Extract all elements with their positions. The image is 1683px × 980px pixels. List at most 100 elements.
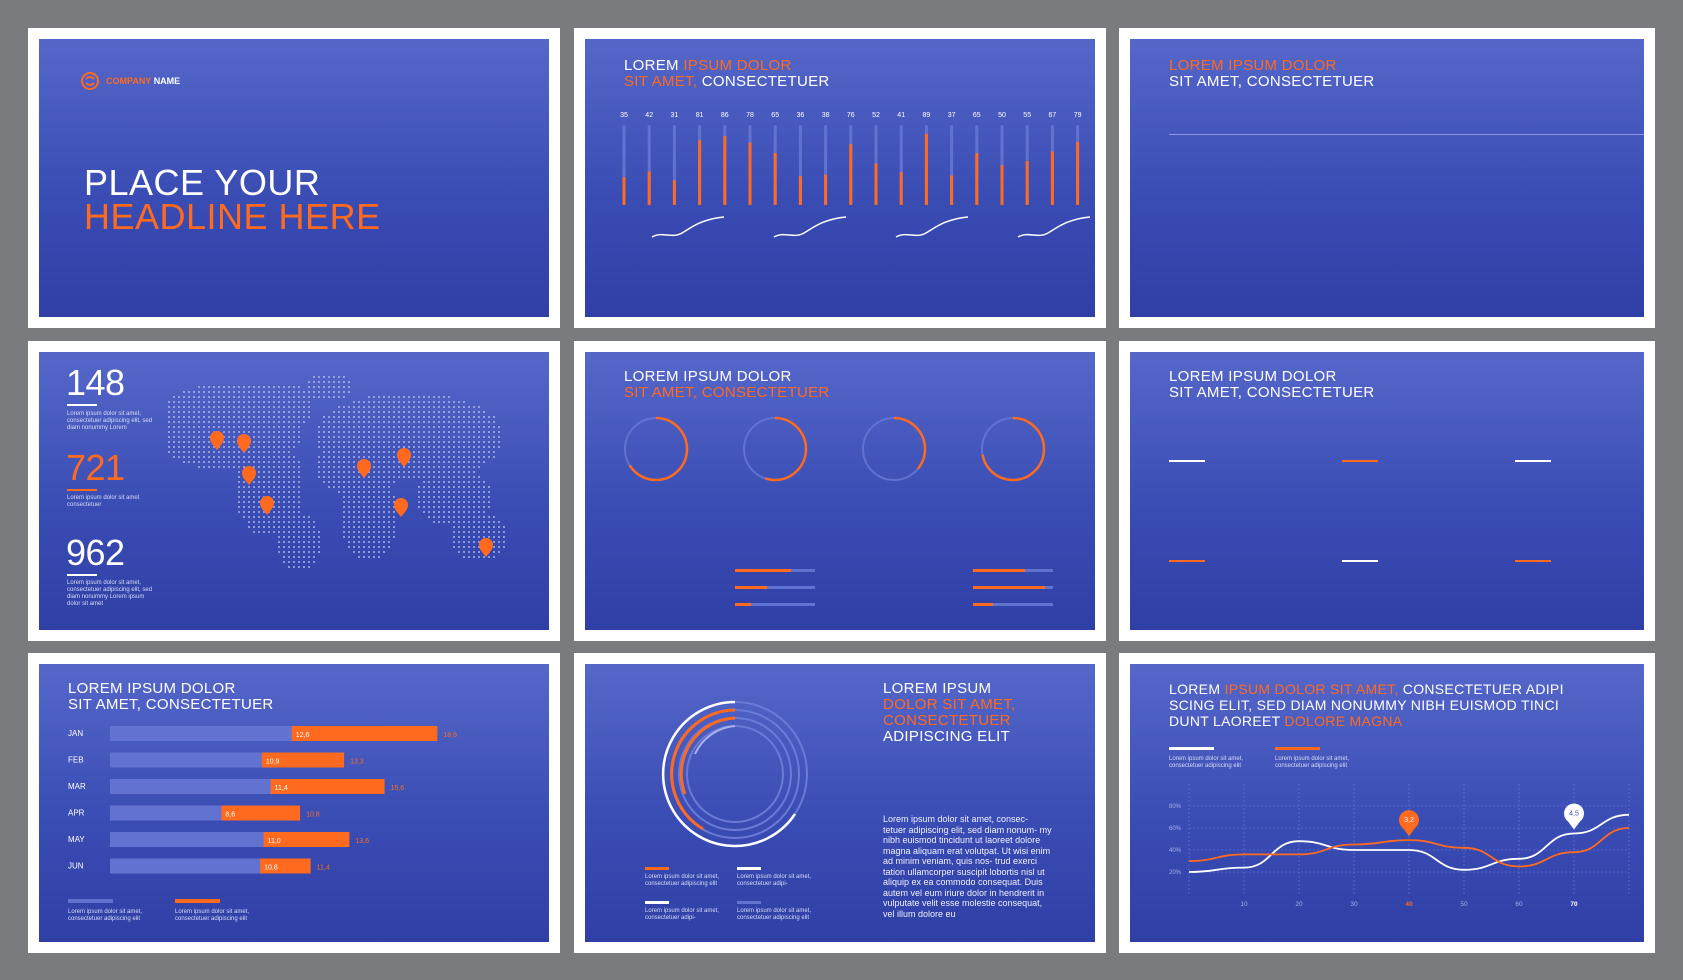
- timeline-axis: [1169, 134, 1644, 135]
- slide-card-7[interactable]: LOREM IPSUM DOLOR SIT AMET, CONSECTETUER…: [28, 653, 560, 953]
- y-tick-label: 20%: [1169, 870, 1182, 876]
- bar-fill: [1076, 141, 1080, 205]
- bar-fill: [899, 172, 903, 205]
- bar-base: [110, 832, 304, 847]
- sparkline-path: [651, 216, 725, 238]
- bar-total-label: 15,6: [391, 785, 405, 792]
- slide-card-4[interactable]: 148 Lorem ipsum dolor sit amet, consecte…: [28, 341, 560, 641]
- title-slide: COMPANY NAME PLACE YOUR HEADLINE HERE: [39, 39, 549, 317]
- bar-value-label: 89: [923, 112, 931, 119]
- bar-value-label: 10,8: [264, 865, 278, 872]
- bar-track: [735, 586, 815, 589]
- bar-value-label: 41: [897, 112, 905, 119]
- bar-track: [973, 603, 1053, 606]
- bar-fill: [973, 586, 1045, 589]
- bar-fill: [723, 136, 727, 205]
- bar-fill: [824, 174, 828, 205]
- dotted-world-map: [168, 376, 505, 568]
- bar-value-label: 52: [872, 112, 880, 119]
- legend-swatch-1: [1169, 747, 1214, 750]
- bar-fill: [798, 176, 802, 205]
- bar-total-label: 10,8: [306, 812, 320, 819]
- company-name: COMPANY NAME: [106, 76, 181, 86]
- slide-card-6[interactable]: LOREM IPSUM DOLOR SIT AMET, CONSECTETUER: [1119, 341, 1655, 641]
- legend-text-2: Lorem ipsum dolor sit amet, consectetuer…: [737, 874, 812, 887]
- bar-value-label: 11,4: [275, 785, 288, 792]
- series-line-white: [1188, 813, 1630, 873]
- legend-text-2: Lorem ipsum dolor sit amet, consectetuer…: [175, 909, 250, 922]
- ring-fill: [980, 416, 1046, 482]
- callout-pin: [1564, 803, 1584, 830]
- legend-text-2: Lorem ipsum dolor sit amet, consectetuer…: [1275, 756, 1350, 769]
- map-pin-icon: [237, 434, 251, 453]
- world-map-slide: 148 Lorem ipsum dolor sit amet, consecte…: [39, 352, 549, 630]
- map-dots: [168, 376, 505, 568]
- map-pin-icon: [210, 431, 224, 450]
- slide-card-2[interactable]: LOREM IPSUM DOLOR SIT AMET, CONSECTETUER…: [574, 28, 1106, 328]
- bar-value-label: 65: [973, 112, 981, 119]
- bar-segment: [261, 752, 345, 768]
- map-pin-icon: [357, 459, 371, 478]
- bar-value-label: 65: [771, 112, 779, 119]
- x-tick-label: 60: [1515, 901, 1523, 908]
- bar-fill: [698, 140, 702, 205]
- bar-value-label: 35: [620, 112, 628, 119]
- slide-card-9[interactable]: LOREM IPSUM DOLOR SIT AMET, CONSECTETUER…: [1119, 653, 1655, 953]
- y-tick-label: 40%: [1169, 848, 1182, 854]
- stat-underline: [1169, 460, 1205, 462]
- circles-slide: LOREM IPSUM DOLOR SIT AMET, CONSECTETUER: [585, 352, 1095, 630]
- legend-swatch-1: [68, 899, 113, 903]
- legend-swatch-1: [645, 867, 669, 870]
- sparkline: [895, 216, 969, 238]
- category-label: MAR: [68, 782, 86, 791]
- ring-fill: [623, 416, 689, 482]
- callout-label: 4,5: [1569, 811, 1579, 818]
- sparkline-path: [895, 216, 969, 238]
- legend-text-1: Lorem ipsum dolor sit amet, consectetuer…: [645, 874, 720, 887]
- headline-line-1: PLACE YOUR: [84, 162, 321, 203]
- horizontal-bar-chart: JAN 12,6 18,6 FEB 10,9 13,3 MAR 11,4 15,6 APR 8,6 1…: [68, 726, 457, 874]
- stat-number-1: 148: [66, 362, 125, 403]
- bar-value-label: 10,9: [266, 759, 280, 766]
- stat-underline: [1169, 560, 1205, 562]
- bar-fill: [1050, 151, 1054, 205]
- x-tick-label: 50: [1460, 901, 1468, 908]
- bar-base: [110, 858, 301, 874]
- bar-value-label: 11,0: [268, 838, 281, 845]
- slide-title: LOREM IPSUM DOLOR SIT AMET, CONSECTETUER: [68, 680, 274, 713]
- sparkline: [773, 216, 847, 238]
- y-tick-label: 80%: [1169, 804, 1182, 810]
- stat-desc-2: Lorem ipsum dolor sit amet consectetuer: [67, 495, 140, 508]
- slide-title: LOREM IPSUM DOLOR SIT AMET, CONSECTETUER: [624, 57, 830, 90]
- line-chart-slide: LOREM IPSUM DOLOR SIT AMET, CONSECTETUER…: [1130, 664, 1644, 942]
- legend-swatch-3: [645, 901, 669, 904]
- bar-value-label: 81: [696, 112, 704, 119]
- legend-text-1: Lorem ipsum dolor sit amet, consectetuer…: [1169, 756, 1244, 769]
- stat-underline: [67, 404, 97, 406]
- legend-swatch-2: [1275, 747, 1320, 750]
- bar-fill: [622, 177, 626, 205]
- bar-fill: [773, 153, 777, 205]
- slide-card-1[interactable]: COMPANY NAME PLACE YOUR HEADLINE HERE: [28, 28, 560, 328]
- legend-text-4: Lorem ipsum dolor sit amet, consectetuer…: [737, 908, 812, 921]
- callout-label: 3,2: [1404, 817, 1414, 824]
- slide-title: LOREM IPSUM DOLOR SIT AMET, CONSECTETUER: [1169, 368, 1375, 401]
- bar-fill: [924, 133, 928, 205]
- bar-fill: [973, 603, 993, 606]
- category-label: JUN: [68, 862, 84, 871]
- bar-segment: [270, 779, 385, 794]
- slide-card-5[interactable]: LOREM IPSUM DOLOR SIT AMET, CONSECTETUER: [574, 341, 1106, 641]
- slide-card-3[interactable]: LOREM IPSUM DOLOR SIT AMET, CONSECTETUER: [1119, 28, 1655, 328]
- legend-text-3: Lorem ipsum dolor sit amet, consectetuer…: [645, 908, 720, 921]
- legend-swatch-2: [175, 899, 220, 903]
- bar-value-label: 12,6: [296, 732, 310, 739]
- bar-fill: [735, 603, 751, 606]
- slide-title: LOREM IPSUM DOLOR SIT AMET, CONSECTETUER: [624, 368, 830, 401]
- stats-slide: LOREM IPSUM DOLOR SIT AMET, CONSECTETUER: [1130, 352, 1644, 630]
- category-label: MAY: [68, 835, 85, 844]
- bar-value-label: 79: [1074, 112, 1082, 119]
- slide-card-8[interactable]: LOREM IPSUM DOLOR SIT AMET, CONSECTETUER…: [574, 653, 1106, 953]
- bar-fill: [1025, 161, 1029, 205]
- timeline-slide: LOREM IPSUM DOLOR SIT AMET, CONSECTETUER: [1130, 39, 1644, 317]
- bar-fill: [874, 163, 878, 205]
